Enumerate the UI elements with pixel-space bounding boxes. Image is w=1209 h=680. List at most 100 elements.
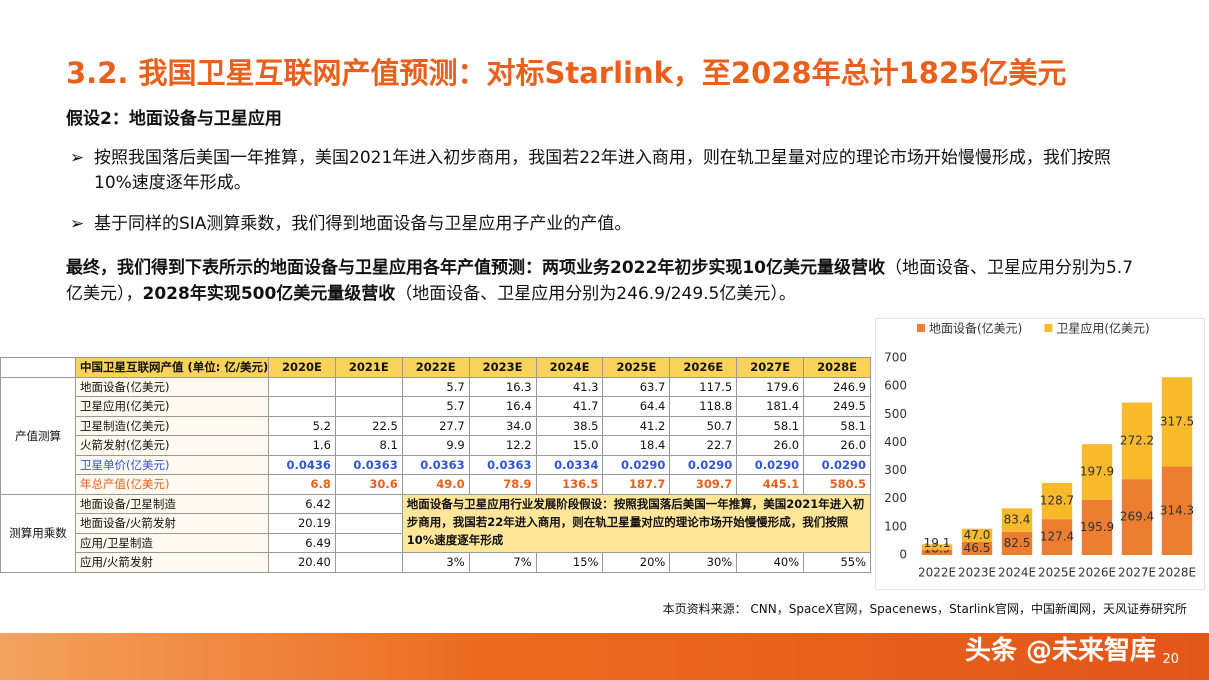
cell: 15.0: [535, 435, 604, 456]
x-tick-label: 2026E: [1078, 566, 1116, 580]
bar-segment: [1121, 479, 1153, 555]
row-label: 卫星单价(亿美元): [75, 454, 269, 475]
cell: 20.19: [268, 513, 336, 534]
x-tick-label: 2024E: [998, 566, 1036, 580]
cell: 9.9: [401, 435, 470, 456]
cell: [268, 396, 336, 417]
source: 本页资料来源： CNN，SpaceX官网，Spacenews，Starlink官…: [662, 602, 1187, 616]
cell: 181.4: [736, 396, 805, 417]
cell: 445.1: [736, 474, 805, 495]
cell: 20.40: [268, 552, 336, 573]
cell: [334, 376, 403, 397]
header-blank: [0, 357, 76, 378]
table-row: 地面设备/火箭发射 20.19: [1, 513, 871, 534]
cell: 22.5: [334, 415, 403, 436]
cell: 40%: [736, 552, 805, 573]
bar-segment: [1081, 499, 1113, 555]
cell: 20%: [602, 552, 671, 573]
bullet: 基于同样的SIA测算乘数，我们得到地面设备与卫星应用子产业的产值。: [66, 212, 1146, 237]
data-label: 317.5: [1160, 414, 1194, 428]
bar-segment: [961, 541, 993, 555]
y-tick-label: 700: [884, 351, 907, 365]
cell: 5.7: [401, 376, 470, 397]
cell: 6.8: [268, 474, 336, 495]
table-row: 测算用乘数 地面设备/卫星制造 6.42 地面设备与卫星应用行业发展阶段假设：按照我国…: [0, 493, 872, 573]
watermark: 头条 @未来智库: [965, 636, 1157, 666]
cell: 0.0290: [602, 454, 671, 475]
table-row: 卫星单价(亿美元) 0.0436 0.0363 0.0363 0.0363 0.0334 0…: [1, 454, 872, 475]
header-cell: 2022E: [401, 357, 470, 378]
data-label: 19.1: [924, 536, 951, 550]
cell: 0.0290: [669, 454, 738, 475]
cell: 187.7: [602, 474, 671, 495]
cell: 12.2: [468, 435, 537, 456]
row-label: 地面设备/火箭发射: [75, 513, 269, 534]
data-label: 314.3: [1160, 503, 1194, 517]
row-label: 地面设备/卫星制造: [75, 493, 269, 514]
conclusion-part: （地面设备、卫星应用分别为246.9/249.5亿美元）。: [395, 284, 796, 304]
row-label: 年总产值(亿美元): [75, 474, 269, 495]
cell: 50.7: [669, 415, 738, 436]
cell: [334, 396, 403, 417]
bar-segment: [921, 544, 953, 550]
y-tick-label: 100: [884, 519, 907, 533]
header-cell: 2020E: [268, 357, 336, 378]
bar-segment: [1161, 377, 1193, 467]
cell: 309.7: [669, 474, 738, 495]
cell: 26.0: [736, 435, 805, 456]
legend-label: 地面设备(亿美元): [929, 321, 1022, 336]
header-cell: 2026E: [669, 357, 738, 378]
group-label: 测算用乘数: [0, 493, 76, 573]
footer-band: [0, 633, 1209, 680]
cell: 64.4: [602, 396, 671, 417]
legend-label: 卫星应用(亿美元): [1056, 321, 1149, 336]
cell: 30%: [669, 552, 738, 573]
table-row: 年总产值(亿美元) 6.8 30.6 49.0 78.9 136.5 187.7 309.7 4…: [1, 474, 872, 495]
note: 地面设备与卫星应用行业发展阶段假设：按照我国落后美国一年推算，美国2021年进入…: [401, 493, 872, 553]
subtitle: 假设2：地面设备与卫星应用: [66, 109, 282, 129]
cell: 18.4: [602, 435, 671, 456]
x-tick-label: 2022E: [918, 566, 956, 580]
cell: 58.1: [736, 415, 805, 436]
header-cell: 2028E: [803, 357, 872, 378]
table-row: 火箭发射(亿美元) 1.6 8.1 9.9 12.2 15.0 18.4 22.7 26.0 26…: [1, 435, 872, 456]
header-row: 中国卫星互联网产值 (单位: 亿/美元) 2020E 2021E 2022E 2023E…: [0, 357, 872, 378]
data-label: 83.4: [1004, 513, 1031, 527]
table-row: 卫星应用(亿美元) 5.7 16.4 41.7 64.4 118.8 181.4 249.5: [1, 396, 872, 417]
bar-segment: [1121, 402, 1153, 480]
row-label: 地面设备(亿美元): [75, 376, 269, 397]
group-label: 产值测算: [0, 376, 76, 495]
header-cell: 中国卫星互联网产值 (单位: 亿/美元): [75, 357, 269, 378]
cell: [334, 493, 403, 514]
cell: 580.5: [803, 474, 872, 495]
row-label: 卫星制造(亿美元): [75, 415, 269, 436]
cell: 1.6: [268, 435, 336, 456]
x-tick-label: 2028E: [1158, 566, 1196, 580]
cell: 30.6: [334, 474, 403, 495]
y-tick-label: 500: [884, 407, 907, 421]
header-cell: 2024E: [535, 357, 604, 378]
legend-swatch: [917, 324, 925, 332]
bar-segment: [1161, 466, 1193, 555]
legend-swatch: [1044, 324, 1053, 332]
bar-segment: [961, 528, 993, 542]
cell: 15%: [535, 552, 604, 573]
chart: 0 100 200 300 400 500 600 700 地面设备(亿美元) 卫星应用(亿美元)…: [875, 318, 1205, 590]
cell: 55%: [803, 552, 872, 573]
data-label: 46.5: [964, 541, 991, 555]
cell: 118.8: [669, 396, 738, 417]
x-tick-label: 2023E: [958, 566, 996, 580]
page-number: 20: [1162, 652, 1179, 667]
cell: [334, 532, 403, 553]
cell: [334, 513, 403, 534]
cell: 0.0363: [401, 454, 470, 475]
cell: [334, 552, 403, 573]
data-label: 197.9: [1080, 465, 1114, 479]
header-cell: 2023E: [468, 357, 537, 378]
header-cell: 2021E: [334, 357, 403, 378]
cell: 5.7: [401, 396, 470, 417]
cell: 38.5: [535, 415, 604, 436]
data-label: 47.0: [964, 528, 991, 542]
cell: 0.0290: [736, 454, 805, 475]
